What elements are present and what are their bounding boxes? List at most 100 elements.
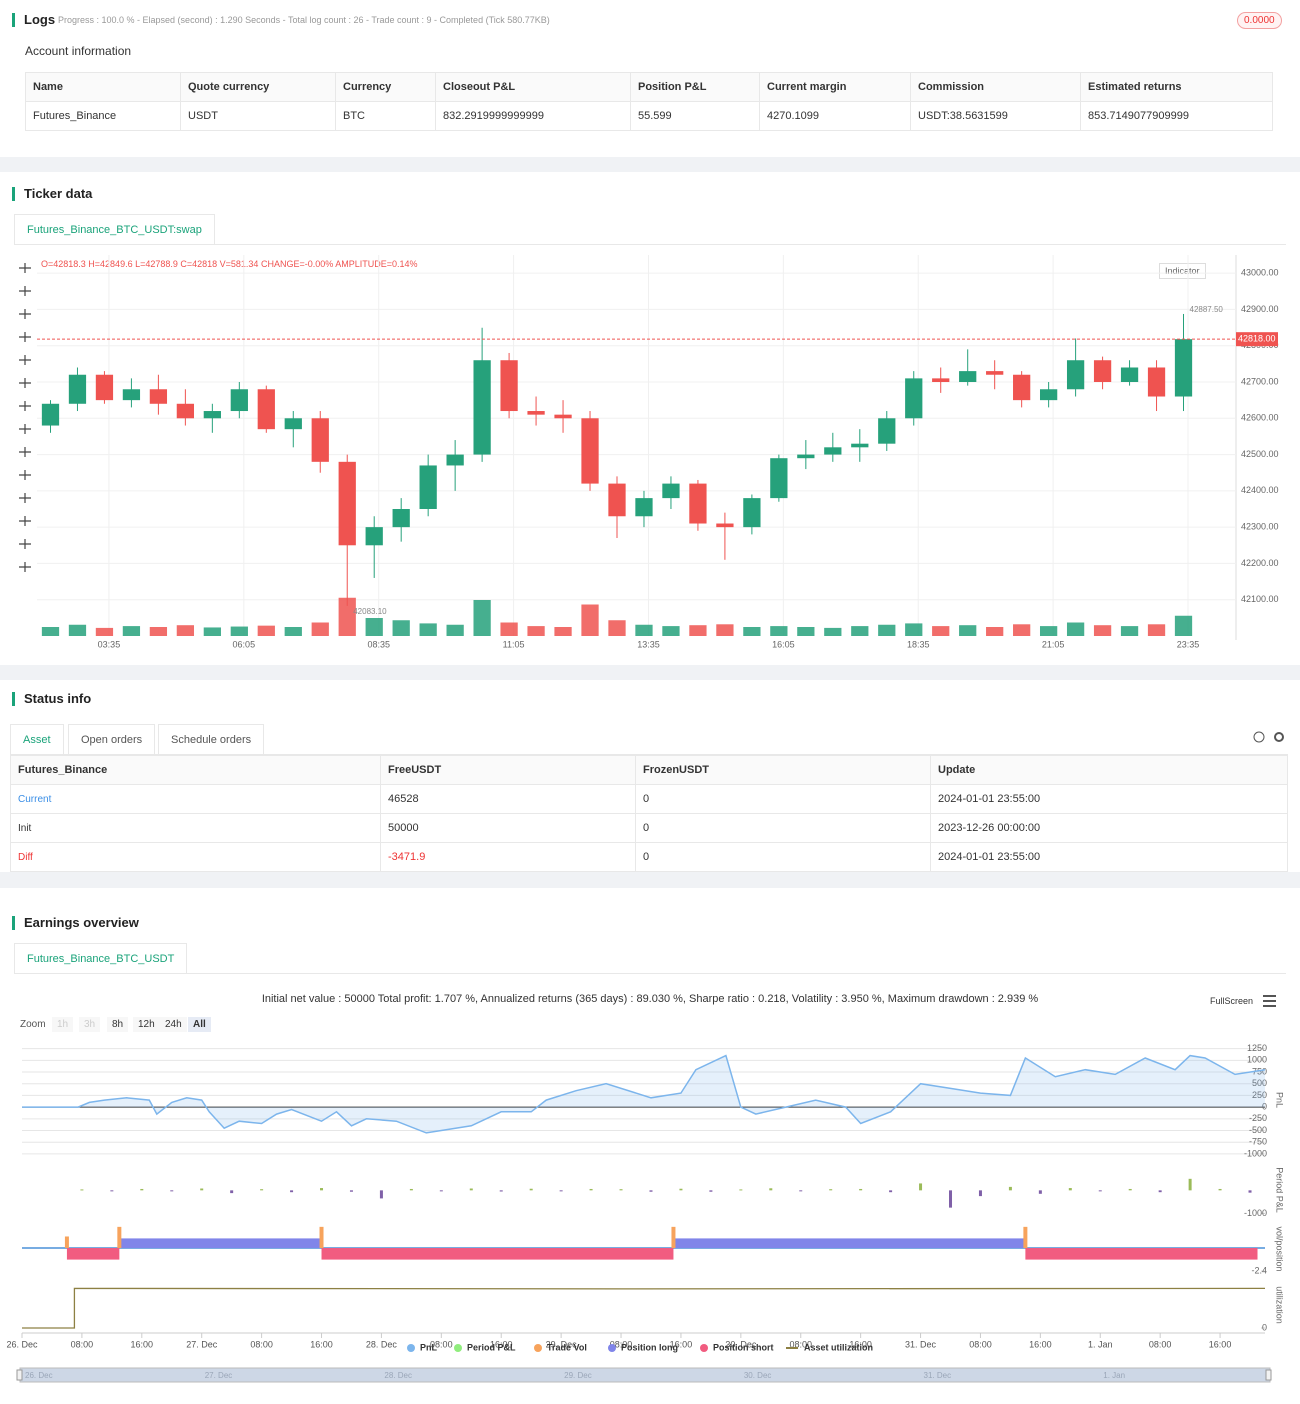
y-tick-label: -2.4 — [1251, 1266, 1267, 1276]
candle-body — [230, 389, 248, 412]
candle-body — [878, 418, 896, 444]
volume-bar — [203, 627, 221, 636]
header-cell: FreeUSDT — [380, 755, 636, 785]
y-tick-label: 0 — [1262, 1101, 1267, 1111]
tool-icon[interactable] — [19, 539, 31, 549]
candle-body — [176, 403, 195, 419]
y-tick-label: 42400.00 — [1241, 485, 1279, 495]
candle-body — [473, 360, 491, 455]
period-bar — [320, 1188, 324, 1191]
tab[interactable]: Asset — [10, 724, 64, 754]
cell: 55.599 — [630, 101, 760, 131]
axis-title: vol/position — [1275, 1226, 1285, 1271]
tab[interactable]: Futures_Binance_BTC_USDT:swap — [14, 214, 215, 244]
period-bar — [859, 1188, 863, 1191]
volume-bar — [554, 627, 572, 636]
legend-label[interactable]: Period P&L — [467, 1342, 516, 1352]
volume-bar — [365, 618, 383, 636]
tool-icon[interactable] — [19, 332, 31, 342]
period-bar — [80, 1189, 84, 1191]
legend-label[interactable]: Position long — [621, 1342, 678, 1352]
tool-icon[interactable] — [19, 562, 31, 572]
tool-icon[interactable] — [19, 286, 31, 296]
period-bar — [1008, 1186, 1012, 1191]
tab[interactable]: Futures_Binance_BTC_USDT — [14, 943, 188, 973]
volume-bar — [527, 626, 545, 636]
x-tick-label: 16:00 — [849, 1339, 872, 1349]
period-bar — [1158, 1190, 1162, 1193]
tool-icon[interactable] — [19, 309, 31, 319]
legend-label[interactable]: Trade Vol — [547, 1342, 587, 1352]
tool-icon[interactable] — [19, 493, 31, 503]
tool-icon[interactable] — [19, 263, 31, 273]
cell: 0 — [635, 813, 931, 843]
navigator-handle[interactable] — [16, 1369, 23, 1381]
period-bar — [140, 1188, 144, 1191]
volume-bar — [473, 600, 491, 636]
zoom-button[interactable]: All — [188, 1017, 211, 1032]
volume-bar — [122, 626, 141, 636]
volume-bar — [878, 624, 896, 636]
y-tick-label: 750 — [1252, 1066, 1267, 1076]
menu-icon[interactable] — [1263, 995, 1277, 1007]
y-tick-label: -1000 — [1244, 1208, 1267, 1218]
icons — [1253, 731, 1284, 743]
last-price-box — [1236, 332, 1278, 347]
legend-symbol — [454, 1344, 462, 1352]
zoom-button[interactable]: 8h — [107, 1017, 129, 1032]
tool-icon[interactable] — [19, 378, 31, 388]
row: Futures_Binance USDT BTC 832.2919999999999 5… — [25, 101, 1273, 131]
high-label: 42887.50 — [1190, 305, 1224, 314]
navigator-handle[interactable] — [1265, 1369, 1272, 1381]
section-title: Earnings overview — [12, 916, 139, 930]
legend-label[interactable]: PnL — [420, 1342, 438, 1352]
x-tick-label: 30. Dec — [725, 1339, 757, 1349]
cell: 832.2919999999999 — [435, 101, 631, 131]
tool-icon[interactable] — [19, 355, 31, 365]
tool-icon[interactable] — [19, 401, 31, 411]
zoom-button[interactable]: 1h — [52, 1017, 74, 1032]
indicator-button[interactable]: Indicator — [1159, 263, 1206, 279]
period-bar — [349, 1190, 353, 1192]
candle-body — [95, 374, 114, 401]
zoom-button[interactable]: 24h — [160, 1017, 187, 1032]
position-bar — [673, 1238, 1026, 1249]
tab[interactable]: Schedule orders — [158, 724, 265, 754]
tool-icon[interactable] — [19, 447, 31, 457]
volume-bar — [419, 623, 437, 636]
volume-bar — [662, 626, 680, 636]
tool-icon[interactable] — [19, 424, 31, 434]
candle-body — [41, 403, 60, 426]
zoom-button[interactable]: 3h — [79, 1017, 101, 1032]
cell: 46528 — [380, 784, 636, 814]
tool-icon[interactable] — [19, 516, 31, 526]
tab[interactable]: Open orders — [68, 724, 156, 754]
tool-icon[interactable] — [19, 470, 31, 480]
section-title: Ticker data — [12, 187, 92, 201]
header-cell: Name — [25, 72, 181, 102]
cell: Current — [10, 784, 381, 814]
y-tick-label: 1000 — [1247, 1055, 1267, 1065]
pnl-line — [22, 1054, 1266, 1134]
gear-icon[interactable] — [1274, 732, 1284, 742]
candle-body — [149, 389, 168, 404]
candle-body — [1147, 367, 1166, 397]
legend-label[interactable]: Position short — [713, 1342, 774, 1352]
period-bar — [379, 1190, 383, 1199]
cloud-icon[interactable] — [1253, 731, 1265, 743]
x-tick-label: 16:00 — [490, 1339, 513, 1349]
period-bar — [739, 1189, 743, 1191]
candle-body — [419, 465, 437, 509]
period-bar — [919, 1183, 923, 1191]
fullscreen[interactable]: FullScreen — [1210, 996, 1254, 1006]
header-cell: Currency — [335, 72, 436, 102]
volume-bar — [905, 623, 923, 636]
zoom-button[interactable]: 12h — [133, 1017, 160, 1032]
volume-bar — [959, 625, 977, 636]
period-bar — [649, 1190, 653, 1192]
legend-label[interactable]: Asset utilization — [804, 1342, 873, 1352]
candle-body — [743, 498, 761, 528]
candle-body — [203, 411, 221, 419]
header-cell: Update — [930, 755, 1288, 785]
trade-vol-bar — [671, 1226, 676, 1249]
